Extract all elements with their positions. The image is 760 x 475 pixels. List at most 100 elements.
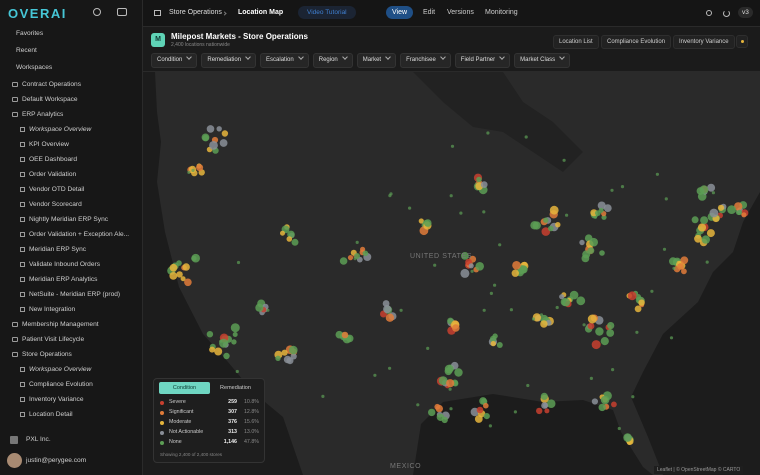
refresh-icon[interactable] bbox=[723, 10, 730, 17]
workspace-item[interactable]: KPI Overview bbox=[20, 140, 69, 150]
folder[interactable]: Contract Operations bbox=[12, 80, 81, 90]
view-tab[interactable]: View bbox=[386, 6, 414, 19]
workspace-item[interactable]: NetSuite - Meridian ERP (prod) bbox=[20, 290, 120, 300]
store-marker bbox=[524, 135, 528, 139]
workspace-item[interactable]: Nightly Meridian ERP Sync bbox=[20, 215, 108, 225]
folder[interactable]: Patient Visit Lifecycle bbox=[12, 335, 84, 345]
store-marker bbox=[424, 219, 432, 227]
store-marker bbox=[214, 347, 223, 356]
breadcrumb[interactable]: Store Operations bbox=[169, 9, 222, 16]
filter-dropdown[interactable]: Market Class bbox=[514, 53, 571, 68]
store-marker bbox=[579, 239, 585, 246]
filter-dropdown[interactable]: Region bbox=[312, 53, 353, 68]
filter-dropdown[interactable]: Remediation bbox=[201, 53, 257, 68]
chat-icon[interactable] bbox=[117, 8, 127, 16]
legend-swatch bbox=[160, 401, 164, 405]
view-tab[interactable]: Versions bbox=[447, 9, 474, 16]
filter-dropdown[interactable]: Field Partner bbox=[454, 53, 511, 68]
legend-percent: 12.8% bbox=[243, 409, 259, 415]
user-email[interactable]: justin@perygee.com bbox=[26, 457, 87, 464]
store-marker bbox=[399, 308, 403, 312]
store-marker bbox=[541, 402, 548, 409]
header-link[interactable]: Location List bbox=[553, 35, 599, 49]
workspace-item[interactable]: Inventory Variance bbox=[20, 395, 84, 405]
store-marker bbox=[255, 303, 264, 312]
store-marker bbox=[486, 131, 490, 135]
store-marker bbox=[555, 222, 561, 228]
map-legend: Condition Remediation Severe 259 10.8% Signif… bbox=[153, 378, 265, 463]
workspace-item[interactable]: Meridian ERP Analytics bbox=[20, 275, 97, 285]
store-marker bbox=[617, 426, 621, 431]
store-marker bbox=[180, 276, 186, 282]
store-marker bbox=[611, 368, 615, 372]
top-bar: Store Operations Location Map Video Tutori… bbox=[143, 0, 760, 27]
store-marker bbox=[707, 183, 716, 192]
workspace-item[interactable]: Workspace Overview bbox=[20, 365, 91, 375]
workspace-item[interactable]: OEE Dashboard bbox=[20, 155, 77, 165]
map-label: UNITED STATES bbox=[410, 253, 472, 260]
store-marker bbox=[631, 395, 635, 399]
store-marker bbox=[321, 394, 325, 398]
nav-item[interactable]: Favorites bbox=[16, 30, 44, 37]
workspace-item[interactable]: Compliance Evolution bbox=[20, 380, 93, 390]
store-marker bbox=[549, 205, 559, 215]
filter-dropdown[interactable]: Market bbox=[356, 53, 397, 68]
legend-label: Moderate bbox=[169, 419, 192, 425]
store-marker bbox=[362, 250, 369, 257]
view-tab[interactable]: Monitoring bbox=[485, 9, 518, 16]
filter-dropdown[interactable]: Escalation bbox=[260, 53, 309, 68]
folder[interactable]: ERP Analytics bbox=[12, 110, 63, 120]
star-button[interactable] bbox=[736, 35, 748, 48]
store-marker bbox=[611, 401, 617, 408]
store-marker bbox=[446, 379, 455, 388]
store-marker bbox=[416, 403, 420, 407]
workspace-item[interactable]: Order Validation + Exception Ale... bbox=[20, 230, 129, 240]
page-subtitle: 2,400 locations nationwide bbox=[171, 42, 230, 48]
workspace-item[interactable]: Vendor Scorecard bbox=[20, 200, 82, 210]
workspace-item[interactable]: Validate Inbound Orders bbox=[20, 260, 100, 270]
workspace-item[interactable]: New Integration bbox=[20, 305, 75, 315]
filter-dropdown[interactable]: Franchisee bbox=[400, 53, 451, 68]
workspace-item[interactable]: Meridian ERP Sync bbox=[20, 245, 86, 255]
legend-tab[interactable]: Remediation bbox=[220, 385, 251, 391]
share-icon[interactable] bbox=[706, 10, 712, 16]
legend-count: 307 bbox=[228, 409, 237, 415]
folder[interactable]: Store Operations bbox=[12, 350, 72, 360]
store-marker bbox=[681, 268, 687, 275]
store-marker bbox=[353, 257, 357, 261]
store-marker bbox=[699, 185, 709, 195]
legend-tab[interactable]: Condition bbox=[159, 382, 210, 394]
store-marker bbox=[435, 404, 443, 413]
workspace-item[interactable]: Workspace Overview bbox=[20, 125, 91, 135]
folder[interactable]: Default Workspace bbox=[12, 95, 78, 105]
store-marker bbox=[603, 204, 612, 213]
workspace-item[interactable]: Order Validation bbox=[20, 170, 76, 180]
store-marker bbox=[490, 340, 496, 347]
header-link[interactable]: Compliance Evolution bbox=[601, 35, 672, 49]
store-marker bbox=[231, 339, 237, 345]
store-marker bbox=[184, 278, 192, 287]
store-marker bbox=[587, 247, 595, 255]
view-tab[interactable]: Edit bbox=[423, 9, 436, 16]
store-marker bbox=[546, 399, 556, 409]
tutorial-button[interactable]: Video Tutorial bbox=[298, 6, 356, 19]
store-marker bbox=[711, 191, 716, 195]
store-marker bbox=[341, 331, 349, 339]
header-link[interactable]: Inventory Variance bbox=[673, 35, 735, 49]
folder-icon bbox=[12, 97, 18, 102]
store-marker bbox=[289, 345, 298, 355]
store-marker bbox=[460, 268, 470, 278]
store-marker bbox=[475, 262, 485, 271]
store-marker bbox=[530, 221, 539, 230]
store-marker bbox=[382, 300, 390, 307]
folder[interactable]: Membership Management bbox=[12, 320, 99, 330]
store-marker bbox=[717, 204, 725, 211]
store-marker bbox=[600, 395, 610, 405]
sidebar: OVERAI Favorites Recent Workspaces Contract … bbox=[0, 0, 143, 475]
filter-dropdown[interactable]: Condition bbox=[151, 53, 198, 68]
nav-item[interactable]: Recent bbox=[16, 47, 37, 54]
workspace-item[interactable]: Location Detail bbox=[20, 410, 73, 420]
search-icon[interactable] bbox=[93, 8, 101, 16]
store-marker bbox=[599, 250, 605, 256]
workspace-item[interactable]: Vendor OTD Detail bbox=[20, 185, 84, 195]
